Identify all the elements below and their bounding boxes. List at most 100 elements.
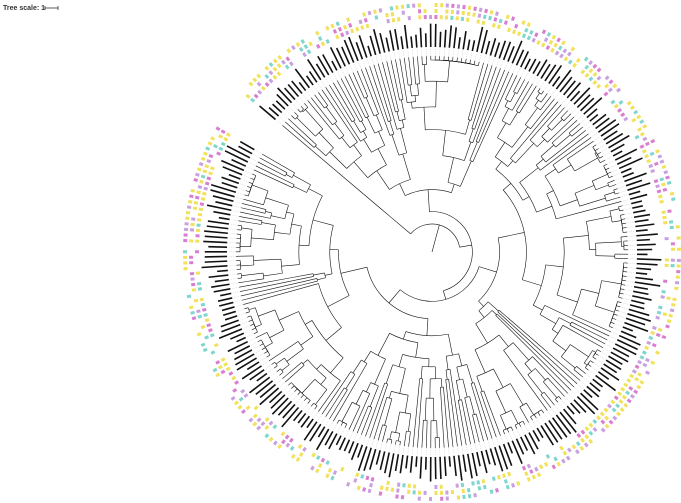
leaf-guide bbox=[588, 369, 595, 375]
leaf-guide bbox=[412, 49, 414, 57]
branch bbox=[449, 369, 452, 379]
annotation-box bbox=[198, 161, 204, 167]
leaf-label bbox=[494, 42, 501, 58]
branch bbox=[383, 98, 392, 121]
annotation-box bbox=[588, 438, 594, 444]
branch bbox=[395, 84, 400, 101]
annotation-box bbox=[284, 434, 290, 440]
annotation-box bbox=[268, 420, 274, 426]
leaf-label bbox=[589, 382, 601, 392]
annotation-box bbox=[385, 12, 389, 18]
leaf-label bbox=[548, 419, 563, 440]
annotation-box bbox=[576, 433, 582, 439]
branch bbox=[537, 88, 541, 92]
branch bbox=[493, 368, 504, 388]
leaf-label bbox=[629, 193, 648, 200]
branch bbox=[478, 132, 483, 143]
branch bbox=[431, 224, 440, 253]
branch bbox=[582, 370, 586, 374]
branch bbox=[333, 380, 341, 391]
branch bbox=[540, 96, 546, 103]
branch bbox=[592, 356, 597, 360]
branch bbox=[495, 161, 502, 170]
branch-arc bbox=[504, 106, 513, 111]
branch bbox=[289, 365, 305, 379]
leaf-guide bbox=[557, 402, 563, 408]
annotation-box bbox=[661, 334, 667, 340]
branch bbox=[618, 297, 623, 299]
branch bbox=[259, 343, 264, 346]
annotation-box bbox=[562, 450, 568, 456]
annotation-box bbox=[659, 159, 665, 164]
branch bbox=[461, 399, 466, 420]
leaf-guide bbox=[593, 362, 600, 367]
leaf-label bbox=[528, 432, 539, 450]
branch bbox=[569, 324, 577, 329]
annotation-box bbox=[664, 263, 669, 267]
leaf-guide bbox=[235, 300, 243, 303]
branch bbox=[469, 396, 475, 415]
branch bbox=[474, 119, 479, 130]
annotation-box bbox=[272, 424, 278, 430]
annotation-box bbox=[257, 89, 263, 95]
annotation-box bbox=[195, 234, 200, 238]
leaf-guide bbox=[496, 60, 499, 67]
leaf-guide bbox=[265, 364, 272, 369]
branch bbox=[370, 94, 379, 115]
branch bbox=[300, 106, 304, 110]
branch bbox=[346, 105, 356, 121]
branch bbox=[282, 375, 286, 379]
annotation-box bbox=[198, 207, 204, 212]
annotation-box bbox=[191, 288, 197, 292]
branch bbox=[300, 336, 314, 346]
leaf-guide bbox=[626, 271, 634, 273]
branch bbox=[558, 317, 571, 324]
annotation-box bbox=[202, 151, 208, 156]
branch bbox=[500, 415, 507, 430]
branch bbox=[467, 101, 474, 120]
branch bbox=[281, 264, 300, 267]
leaf-label bbox=[614, 148, 638, 161]
branch bbox=[294, 388, 298, 392]
leaf-guide bbox=[615, 181, 623, 185]
branch bbox=[243, 284, 313, 305]
leaf-guide bbox=[524, 424, 529, 431]
leaf-guide bbox=[337, 425, 342, 432]
leaf-guide bbox=[487, 57, 491, 65]
leaf-guide bbox=[516, 68, 521, 76]
leaf-label bbox=[622, 172, 634, 178]
annotation-box bbox=[390, 487, 395, 492]
branch bbox=[418, 378, 420, 387]
leaf-label bbox=[618, 334, 641, 346]
annotation-box bbox=[551, 464, 557, 470]
branch bbox=[291, 115, 295, 119]
leaf-guide bbox=[576, 383, 583, 389]
branch bbox=[469, 141, 478, 161]
annotation-box bbox=[663, 279, 668, 283]
annotation-box bbox=[551, 34, 557, 40]
branch bbox=[325, 87, 347, 120]
annotation-box bbox=[243, 393, 249, 398]
annotation-box bbox=[297, 443, 303, 449]
branch bbox=[403, 57, 407, 69]
annotation-box bbox=[195, 239, 200, 243]
branch bbox=[284, 179, 295, 185]
leaf-guide bbox=[547, 87, 552, 94]
leaf-label bbox=[576, 94, 591, 108]
leaf-label bbox=[603, 130, 618, 141]
branch bbox=[511, 126, 529, 148]
leaf-guide bbox=[279, 117, 286, 123]
annotation-box bbox=[670, 247, 676, 251]
annotation-box bbox=[631, 369, 637, 374]
branch-arc bbox=[607, 182, 610, 188]
leaf-guide bbox=[622, 203, 630, 206]
annotation-box bbox=[611, 407, 617, 413]
leaf-guide bbox=[607, 339, 614, 344]
annotation-box bbox=[434, 490, 438, 495]
annotation-box bbox=[456, 495, 461, 500]
branch bbox=[311, 139, 317, 146]
leaf-guide bbox=[452, 446, 454, 454]
leaf-label bbox=[291, 80, 303, 94]
annotation-box bbox=[423, 9, 427, 14]
leaf-label bbox=[385, 37, 390, 52]
